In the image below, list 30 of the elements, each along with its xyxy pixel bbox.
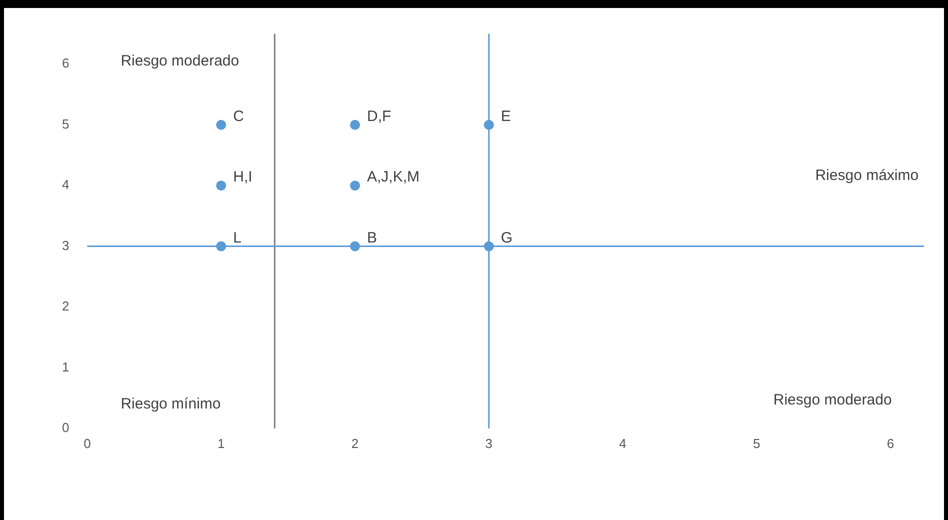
annotation: L: [233, 229, 242, 246]
point: [216, 180, 226, 191]
x-tick-label: 2: [351, 436, 359, 451]
y-tick-label: 0: [62, 420, 70, 435]
annotation: Riesgo mínimo: [120, 396, 221, 413]
annotation: C: [233, 108, 244, 125]
annotation: G: [500, 229, 513, 246]
y-tick-label: 2: [62, 298, 70, 314]
annotation: Riesgo moderado: [773, 392, 892, 409]
annotation: B: [366, 229, 378, 246]
y-tick-label: 3: [62, 238, 70, 253]
point: [216, 120, 226, 130]
x-tick-label: 1: [217, 436, 225, 451]
x-tick-label: 6: [886, 436, 894, 451]
point: [350, 120, 360, 130]
y-tick-label: 6: [62, 56, 70, 71]
annotation: A,J,K,M: [366, 168, 420, 186]
y-tick-label: 5: [62, 116, 70, 132]
x-tick-label: 5: [753, 436, 760, 451]
y-tick-label: 4: [62, 177, 70, 192]
point: [350, 180, 360, 191]
annotation: E: [500, 108, 511, 125]
annotation: Riesgo moderado: [120, 52, 240, 70]
y-tick-label: 1: [62, 359, 70, 374]
x-tick-label: 3: [485, 436, 492, 451]
x-tick-label: 4: [619, 436, 626, 451]
x-tick-label: 0: [84, 436, 91, 451]
annotation: D,F: [366, 108, 392, 125]
annotation: H,I: [233, 168, 252, 186]
annotation: Riesgo máximo: [815, 166, 919, 184]
